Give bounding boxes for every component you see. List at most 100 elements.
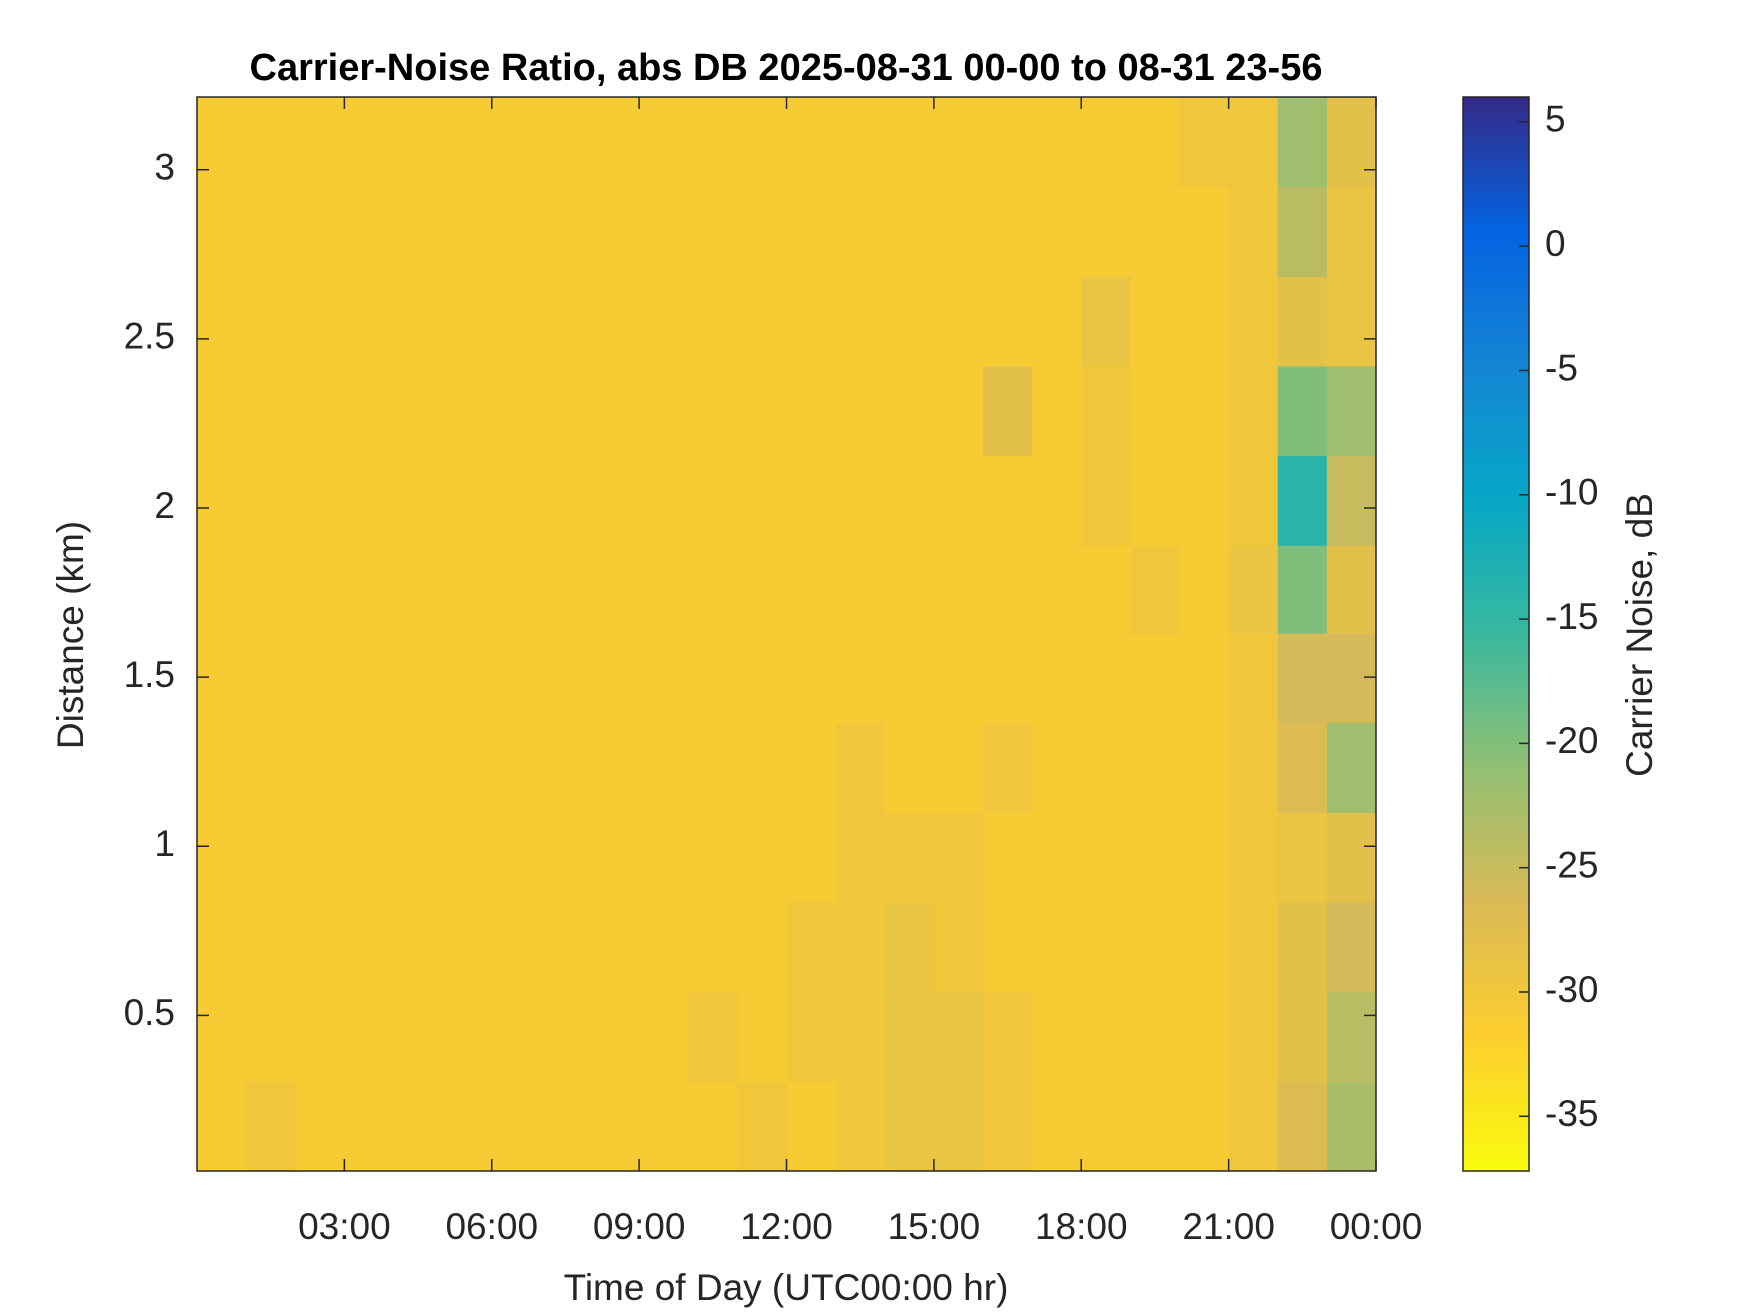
heat-cell xyxy=(639,545,689,634)
heat-cell xyxy=(1179,186,1230,277)
heat-cell xyxy=(295,97,345,188)
heat-cell xyxy=(1081,902,1131,993)
heat-cell xyxy=(197,1081,247,1172)
colorbar-tick-label: -10 xyxy=(1545,472,1598,513)
heat-cell xyxy=(835,545,886,634)
heat-cell xyxy=(540,722,591,813)
heat-cell xyxy=(884,276,935,367)
heat-cell xyxy=(197,545,247,634)
heat-cell xyxy=(1032,1081,1082,1172)
heat-cell xyxy=(344,633,394,724)
heat-cell xyxy=(786,97,837,188)
heat-cell xyxy=(737,1081,787,1172)
heat-cell xyxy=(639,1081,689,1172)
heat-cell xyxy=(1326,722,1377,813)
heat-cell xyxy=(1228,276,1279,367)
heat-cell xyxy=(835,1081,886,1172)
heat-cell xyxy=(983,276,1033,367)
heat-cell xyxy=(1179,455,1230,546)
heat-cell xyxy=(540,991,591,1082)
heat-cell xyxy=(1277,633,1328,724)
x-tick-label: 12:00 xyxy=(740,1206,833,1247)
heat-cell xyxy=(197,455,247,546)
heat-cell xyxy=(246,545,296,634)
heat-cell xyxy=(1032,545,1082,634)
heat-cell xyxy=(1130,545,1180,634)
heat-cell xyxy=(442,633,493,724)
x-tick-label: 15:00 xyxy=(888,1206,981,1247)
heat-cell xyxy=(1081,186,1131,277)
heat-cell xyxy=(1228,97,1279,188)
heat-cell xyxy=(442,97,493,188)
heat-cell xyxy=(786,365,837,457)
heat-cell xyxy=(393,545,444,634)
heat-cell xyxy=(590,991,640,1082)
heat-cell xyxy=(442,276,493,367)
heat-cell xyxy=(1032,633,1082,724)
heat-cell xyxy=(1130,633,1180,724)
heat-cell xyxy=(442,991,493,1082)
heat-cell xyxy=(688,722,738,813)
heat-cell xyxy=(688,812,738,903)
heat-cell xyxy=(590,186,640,277)
heat-cell xyxy=(1179,991,1230,1082)
heat-cell xyxy=(344,991,394,1082)
heat-cell xyxy=(295,276,345,367)
heat-cell xyxy=(1081,812,1131,903)
heat-cell xyxy=(688,276,738,367)
heat-cell xyxy=(1130,902,1180,993)
heat-cell xyxy=(295,455,345,546)
heat-cell xyxy=(1277,276,1328,367)
heat-cell xyxy=(442,545,493,634)
heat-cell xyxy=(590,455,640,546)
heat-cell xyxy=(1179,812,1230,903)
colorbar-tick-label: 5 xyxy=(1545,99,1566,140)
heat-cell xyxy=(393,186,444,277)
heat-cell xyxy=(1130,991,1180,1082)
heat-cell xyxy=(786,902,837,993)
heat-cell xyxy=(884,812,935,903)
heat-cell xyxy=(884,722,935,813)
heat-cell xyxy=(246,276,296,367)
heat-cell xyxy=(1032,902,1082,993)
heat-cell xyxy=(983,902,1033,993)
heat-cell xyxy=(1228,1081,1279,1172)
heat-cell xyxy=(737,365,787,457)
heat-cell xyxy=(1081,455,1131,546)
y-tick-label: 3 xyxy=(154,147,175,188)
y-tick-label: 2.5 xyxy=(124,316,175,357)
heat-cell xyxy=(639,186,689,277)
heat-cell xyxy=(786,455,837,546)
heat-cell xyxy=(933,902,984,993)
heat-cell xyxy=(295,365,345,457)
heat-cell xyxy=(1081,633,1131,724)
heat-cell xyxy=(884,902,935,993)
heat-cell xyxy=(1277,991,1328,1082)
heat-cell xyxy=(933,1081,984,1172)
heat-cell xyxy=(540,633,591,724)
heat-cell xyxy=(786,276,837,367)
colorbar-label: Carrier Noise, dB xyxy=(1619,493,1660,777)
heat-cell xyxy=(590,365,640,457)
heat-cell xyxy=(393,991,444,1082)
heat-cell xyxy=(590,633,640,724)
colorbar-tick-label: -35 xyxy=(1545,1093,1598,1134)
heat-cell xyxy=(393,97,444,188)
heat-cell xyxy=(246,633,296,724)
heat-cell xyxy=(933,455,984,546)
heat-cell xyxy=(1179,276,1230,367)
heat-cell xyxy=(933,276,984,367)
heat-cell xyxy=(197,902,247,993)
heat-cell xyxy=(1326,365,1377,457)
heat-cell xyxy=(983,455,1033,546)
heat-cell xyxy=(786,1081,837,1172)
heat-cell xyxy=(491,1081,542,1172)
heat-cell xyxy=(344,545,394,634)
heat-cell xyxy=(1130,1081,1180,1172)
heat-cell xyxy=(884,545,935,634)
heat-cell xyxy=(983,991,1033,1082)
heat-cell xyxy=(1179,97,1230,188)
heat-cell xyxy=(1179,365,1230,457)
heat-cell xyxy=(688,455,738,546)
heat-cell xyxy=(590,902,640,993)
